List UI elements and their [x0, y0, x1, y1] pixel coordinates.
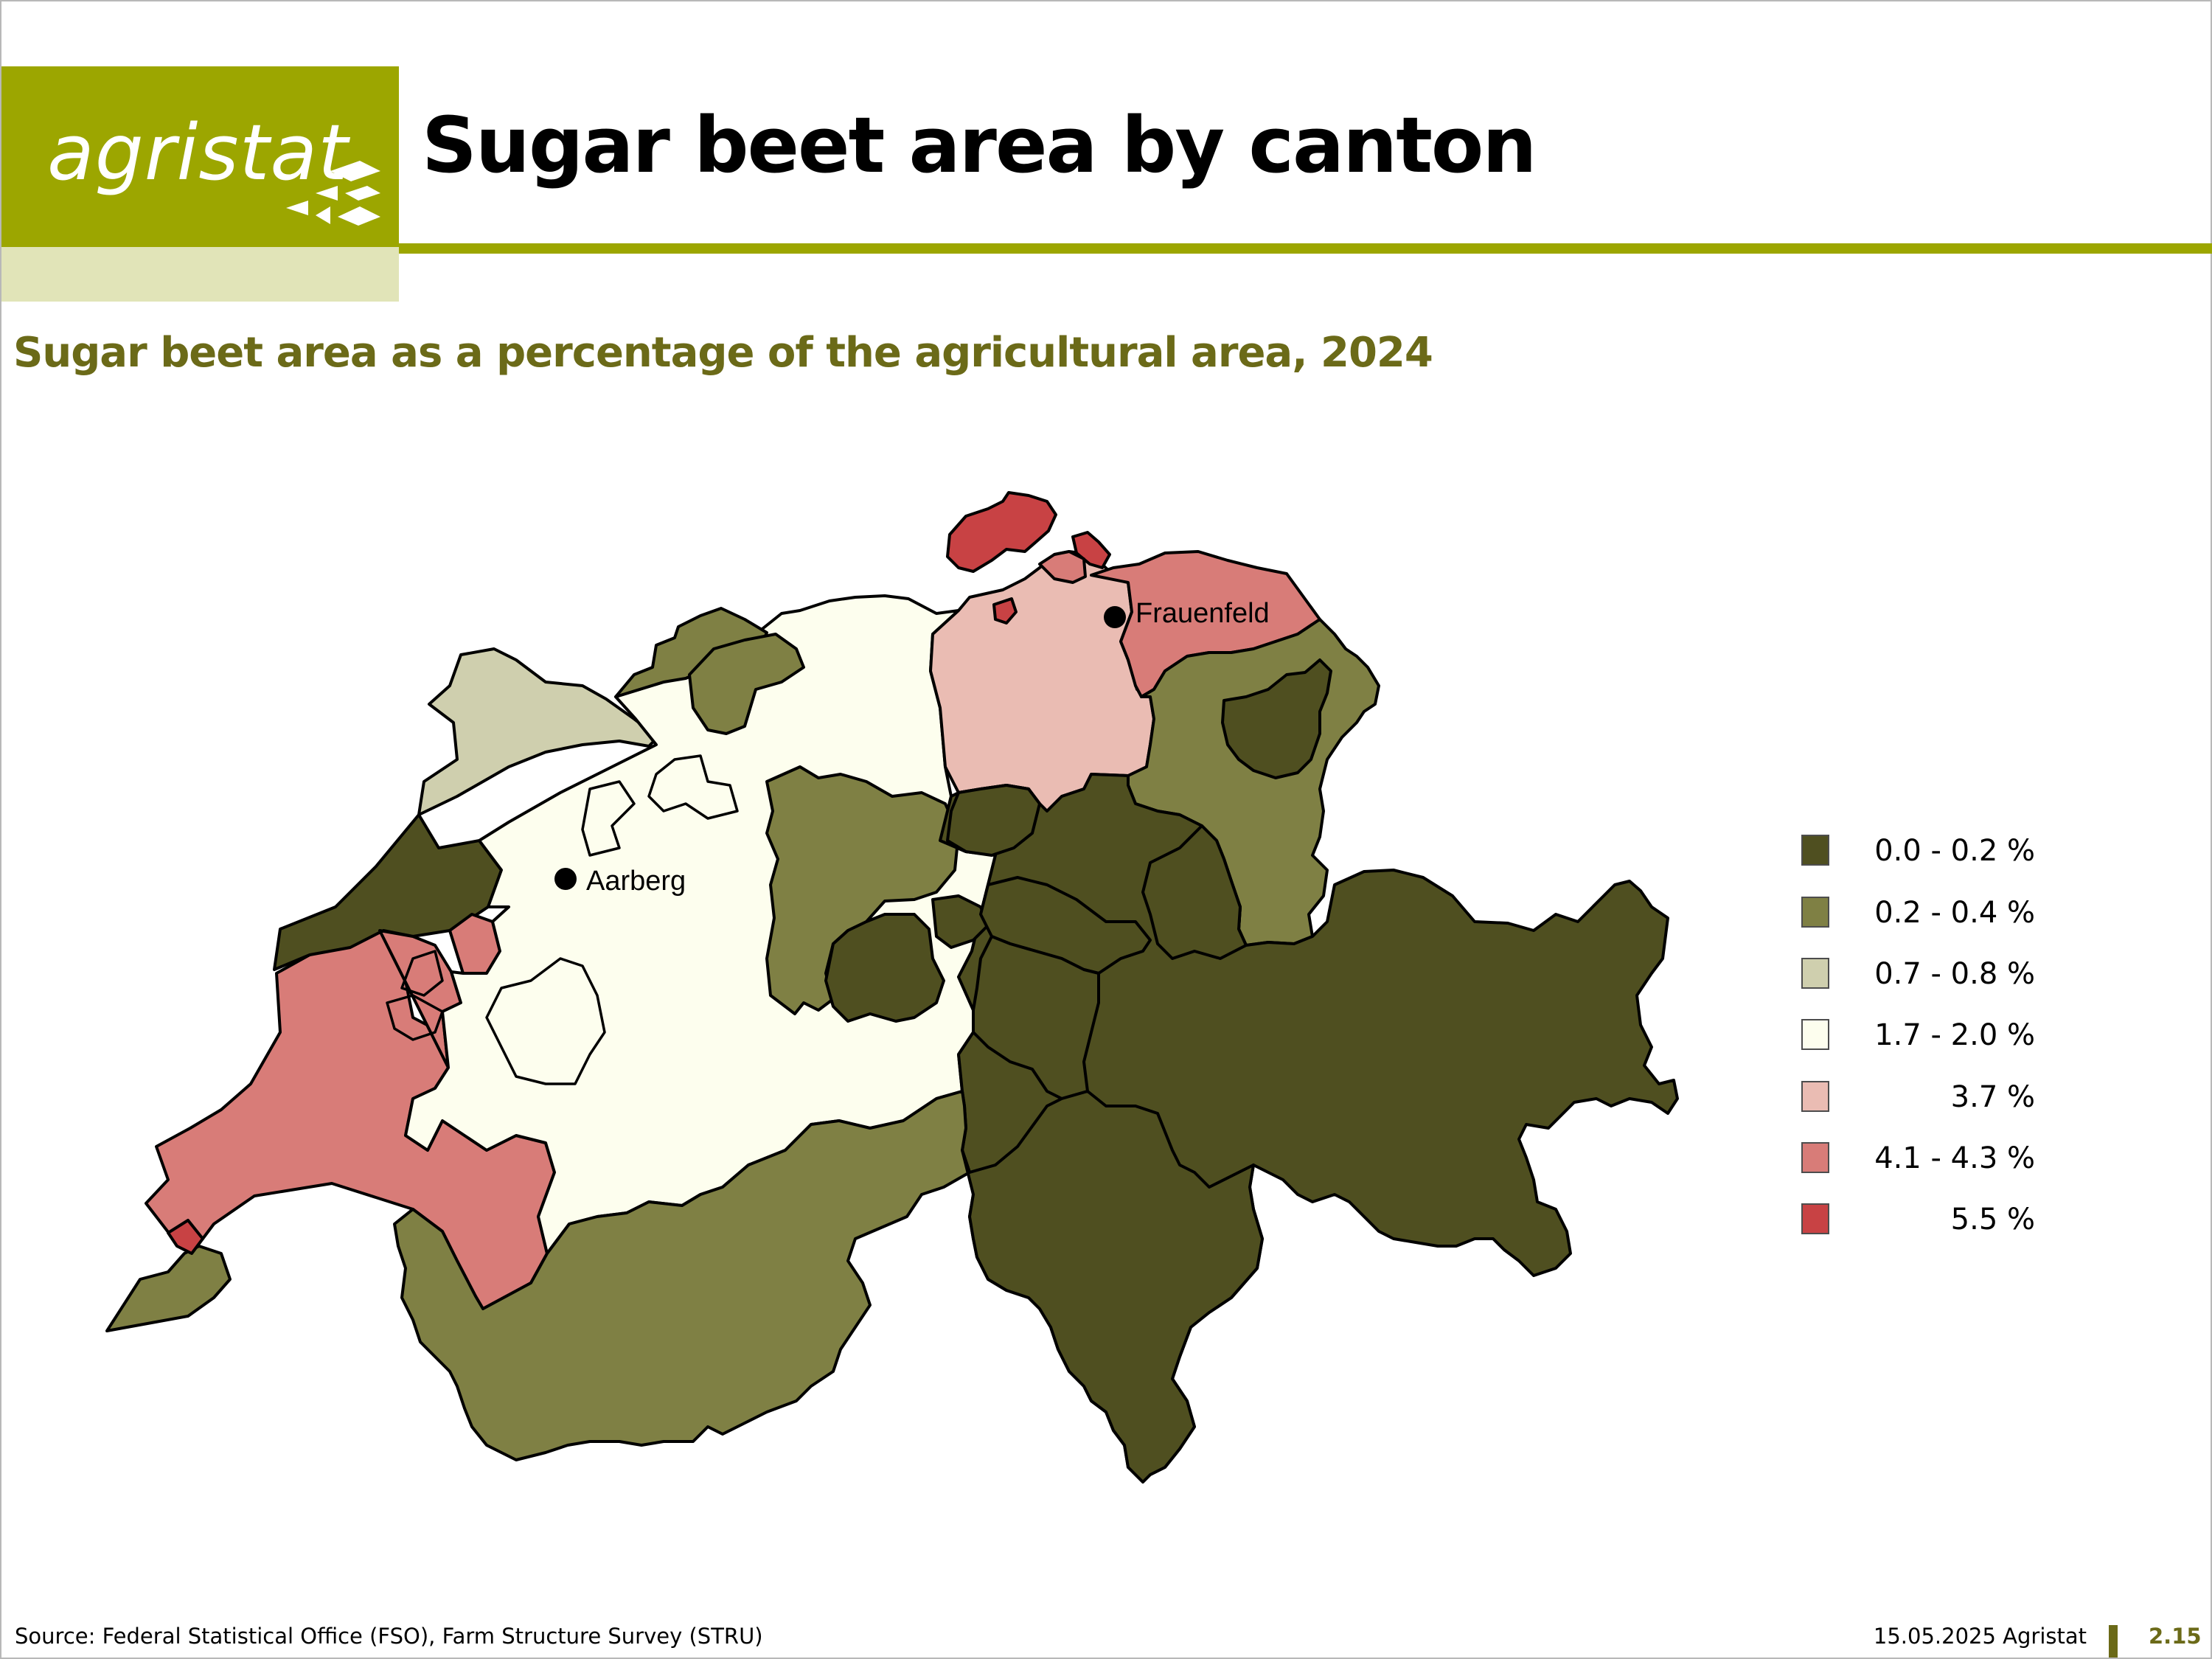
agristat-logo: agristat [1, 66, 399, 247]
canton-nidwalden [931, 894, 990, 949]
legend-label: 0.0 - 0.2 % [1874, 834, 2035, 868]
canton-glarus [1141, 824, 1248, 960]
aarberg-dot [554, 868, 577, 890]
canton-zug [946, 784, 1041, 857]
canton-solothurn-part [688, 633, 805, 735]
legend-item: 0.0 - 0.2 % [1799, 835, 2035, 867]
canton-zurich-north [1038, 550, 1087, 584]
legend-item: 4.1 - 4.3 % [1799, 1142, 2035, 1175]
canton-geneva [105, 1245, 232, 1332]
canton-obwalden [824, 913, 945, 1023]
legend-swatch [1801, 1019, 1829, 1050]
frauenfeld-label: Frauenfeld [1135, 598, 1270, 629]
legend-swatch [1801, 1142, 1829, 1173]
legend-swatch [1801, 897, 1829, 928]
legend-item: 0.2 - 0.4 % [1799, 897, 2035, 929]
fribourg-lake-border [400, 950, 444, 997]
legend-label: 0.7 - 0.8 % [1874, 957, 2035, 991]
legend-label: 5.5 % [1950, 1203, 2035, 1237]
bern-internal-border-1 [647, 754, 739, 820]
legend-label: 0.2 - 0.4 % [1874, 896, 2035, 930]
legend-item: 5.5 % [1799, 1203, 2035, 1236]
footer-date: 15.05.2025 Agristat [1873, 1624, 2087, 1649]
logo-text: agristat [47, 108, 349, 198]
logo-triangles-icon [286, 161, 380, 226]
canton-valais [393, 1090, 971, 1461]
logo-underbar [1, 247, 399, 302]
header-rule [399, 243, 2212, 254]
page-number: 2.15 [2149, 1624, 2202, 1649]
map-subtitle: Sugar beet area as a percentage of the a… [13, 329, 1433, 377]
vaud-enclave-border [386, 994, 444, 1041]
bern-internal-border-3 [485, 957, 606, 1085]
legend-swatch [1801, 1081, 1829, 1112]
legend-swatch [1801, 1203, 1829, 1234]
legend-swatch [1801, 835, 1829, 866]
canton-geneva-enclave [167, 1219, 204, 1255]
aarberg-label: Aarberg [586, 866, 686, 897]
frauenfeld-dot [1104, 606, 1126, 628]
source-note: Source: Federal Statistical Office (FSO)… [15, 1624, 763, 1649]
canton-schaffhausen-south [992, 597, 1018, 625]
legend-item: 1.7 - 2.0 % [1799, 1019, 2035, 1051]
legend-label: 4.1 - 4.3 % [1874, 1141, 2035, 1175]
canton-ticino [961, 1090, 1264, 1484]
legend-item: 3.7 % [1799, 1081, 2035, 1113]
canton-appenzell [1221, 658, 1332, 779]
legend-label: 1.7 - 2.0 % [1874, 1018, 2035, 1052]
canton-schaffhausen [946, 491, 1057, 573]
page-title: Sugar beet area by canton [422, 100, 1537, 190]
legend-swatch [1801, 958, 1829, 989]
footer-divider [2109, 1625, 2118, 1658]
legend-item: 0.7 - 0.8 % [1799, 958, 2035, 990]
legend-label: 3.7 % [1950, 1080, 2035, 1114]
canton-jura [417, 647, 659, 816]
canton-zurich [929, 550, 1155, 813]
bern-internal-border-2 [581, 780, 636, 857]
